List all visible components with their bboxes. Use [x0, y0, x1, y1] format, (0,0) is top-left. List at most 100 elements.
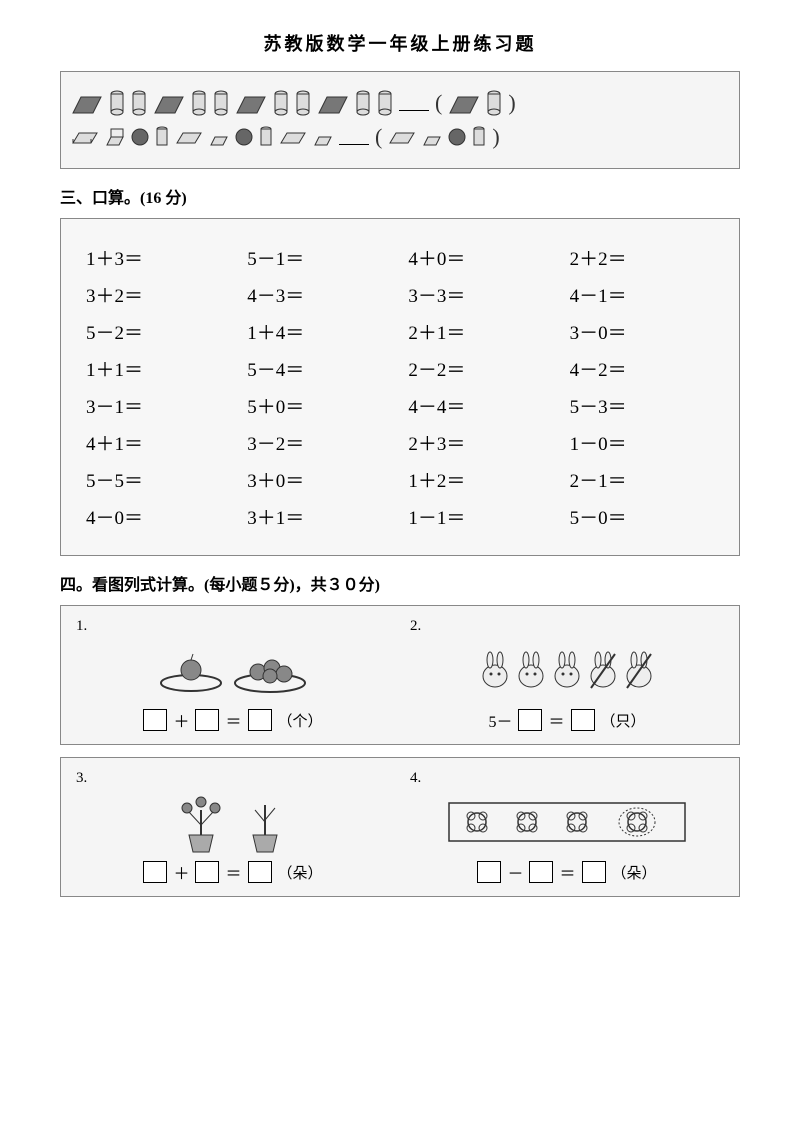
calc-problem[interactable]: 1＋2＝: [408, 466, 552, 493]
calc-row: 5－2＝ 1＋4＝ 2＋1＝ 3－0＝: [86, 318, 714, 345]
answer-box[interactable]: [143, 709, 167, 731]
answer-box[interactable]: [477, 861, 501, 883]
problem-number: 1.: [76, 618, 390, 635]
calc-problem[interactable]: 2－1＝: [570, 466, 714, 493]
section-4-header: 四。看图列式计算。(每小题５分)，共３０分): [60, 571, 740, 595]
blank-answer[interactable]: [399, 95, 429, 111]
equals-sign: ＝: [548, 708, 564, 732]
five-minus: 5－: [488, 708, 512, 732]
answer-box[interactable]: [248, 861, 272, 883]
cube-icon: [105, 127, 125, 147]
paren-icon: (: [375, 124, 382, 150]
rabbit-crossed-icon: [623, 650, 655, 690]
calc-problem[interactable]: 2－2＝: [408, 355, 552, 382]
calc-problem[interactable]: 1－1＝: [408, 503, 552, 530]
calc-row: 3－1＝ 5＋0＝ 4－4＝ 5－3＝: [86, 392, 714, 419]
blank-answer[interactable]: [339, 129, 369, 145]
problem-number: 3.: [76, 770, 390, 787]
calc-problem[interactable]: 4－2＝: [570, 355, 714, 382]
calc-problem[interactable]: 4－1＝: [570, 281, 714, 308]
unit-label: （朵）: [278, 862, 323, 883]
calc-problem[interactable]: 3＋0＝: [247, 466, 391, 493]
unit-label: （个）: [278, 710, 323, 731]
cylinder-icon: [295, 90, 311, 116]
unit-label: （朵）: [612, 862, 657, 883]
equals-sign: ＝: [225, 860, 241, 884]
calc-problem[interactable]: 1－0＝: [570, 429, 714, 456]
calc-problem[interactable]: 1＋1＝: [86, 355, 230, 382]
calc-problem[interactable]: 3＋1＝: [247, 503, 391, 530]
plants-picture: [76, 792, 390, 852]
equals-sign: ＝: [559, 860, 575, 884]
pattern-section: ( ) ( ): [60, 71, 740, 169]
picture-row-2: 3. ＋ ＝ （朵） 4. － ＝: [60, 757, 740, 897]
answer-box[interactable]: [529, 861, 553, 883]
calc-problem[interactable]: 5－4＝: [247, 355, 391, 382]
cuboid-icon: [71, 129, 99, 145]
calc-problem[interactable]: 4＋0＝: [408, 244, 552, 271]
calc-problem[interactable]: 2＋2＝: [570, 244, 714, 271]
calc-problem[interactable]: 5＋0＝: [247, 392, 391, 419]
plus-sign: ＋: [173, 860, 189, 884]
flowers-box-picture: [410, 792, 724, 852]
calc-problem[interactable]: 3－1＝: [86, 392, 230, 419]
cylinder-icon: [191, 90, 207, 116]
pattern-row-2: ( ): [71, 124, 729, 150]
calc-problem[interactable]: 5－3＝: [570, 392, 714, 419]
rabbit-crossed-icon: [587, 650, 619, 690]
prism-icon: [235, 91, 267, 115]
sphere-icon: [131, 128, 149, 146]
calc-row: 1＋3＝ 5－1＝ 4＋0＝ 2＋2＝: [86, 244, 714, 271]
calc-problem[interactable]: 4－3＝: [247, 281, 391, 308]
paren-icon: ): [492, 124, 499, 150]
cylinder-icon: [355, 90, 371, 116]
prism-icon: [317, 91, 349, 115]
prism-icon: [71, 91, 103, 115]
calc-row: 3＋2＝ 4－3＝ 3－3＝ 4－1＝: [86, 281, 714, 308]
cylinder-icon: [131, 90, 147, 116]
sphere-icon: [235, 128, 253, 146]
flowers-frame-icon: [447, 797, 687, 847]
rabbit-icon: [515, 650, 547, 690]
problem-number: 2.: [410, 618, 724, 635]
answer-box[interactable]: [518, 709, 542, 731]
calc-problem[interactable]: 4－4＝: [408, 392, 552, 419]
prism-icon: [153, 91, 185, 115]
answer-box[interactable]: [248, 709, 272, 731]
cylinder-icon: [377, 90, 393, 116]
paren-icon: (: [435, 90, 442, 116]
answer-box[interactable]: [195, 861, 219, 883]
calc-problem[interactable]: 3－0＝: [570, 318, 714, 345]
plant-flowers-icon: [171, 790, 231, 855]
cylinder-icon: [259, 126, 273, 148]
equation-4: － ＝ （朵）: [410, 860, 724, 884]
cylinder-icon: [213, 90, 229, 116]
calc-problem[interactable]: 5－2＝: [86, 318, 230, 345]
rabbit-icon: [551, 650, 583, 690]
cylinder-icon: [472, 126, 486, 148]
calc-problem[interactable]: 3－2＝: [247, 429, 391, 456]
calc-problem[interactable]: 3＋2＝: [86, 281, 230, 308]
calc-problem[interactable]: 1＋4＝: [247, 318, 391, 345]
calc-row: 5－5＝ 3＋0＝ 1＋2＝ 2－1＝: [86, 466, 714, 493]
calc-problem[interactable]: 2＋1＝: [408, 318, 552, 345]
equals-sign: ＝: [225, 708, 241, 732]
answer-box[interactable]: [571, 709, 595, 731]
calc-problem[interactable]: 1＋3＝: [86, 244, 230, 271]
cuboid-icon: [279, 129, 307, 145]
calc-problem[interactable]: 5－0＝: [570, 503, 714, 530]
answer-box[interactable]: [195, 709, 219, 731]
calc-problem[interactable]: 4－0＝: [86, 503, 230, 530]
rabbits-picture: [410, 640, 724, 700]
calc-problem[interactable]: 5－1＝: [247, 244, 391, 271]
answer-box[interactable]: [582, 861, 606, 883]
calc-problem[interactable]: 5－5＝: [86, 466, 230, 493]
calc-row: 4－0＝ 3＋1＝ 1－1＝ 5－0＝: [86, 503, 714, 530]
paren-icon: ): [508, 90, 515, 116]
calc-problem[interactable]: 3－3＝: [408, 281, 552, 308]
answer-box[interactable]: [143, 861, 167, 883]
problem-2: 2. 5－ ＝ （只）: [410, 618, 724, 732]
calc-problem[interactable]: 4＋1＝: [86, 429, 230, 456]
equation-2: 5－ ＝ （只）: [410, 708, 724, 732]
calc-problem[interactable]: 2＋3＝: [408, 429, 552, 456]
